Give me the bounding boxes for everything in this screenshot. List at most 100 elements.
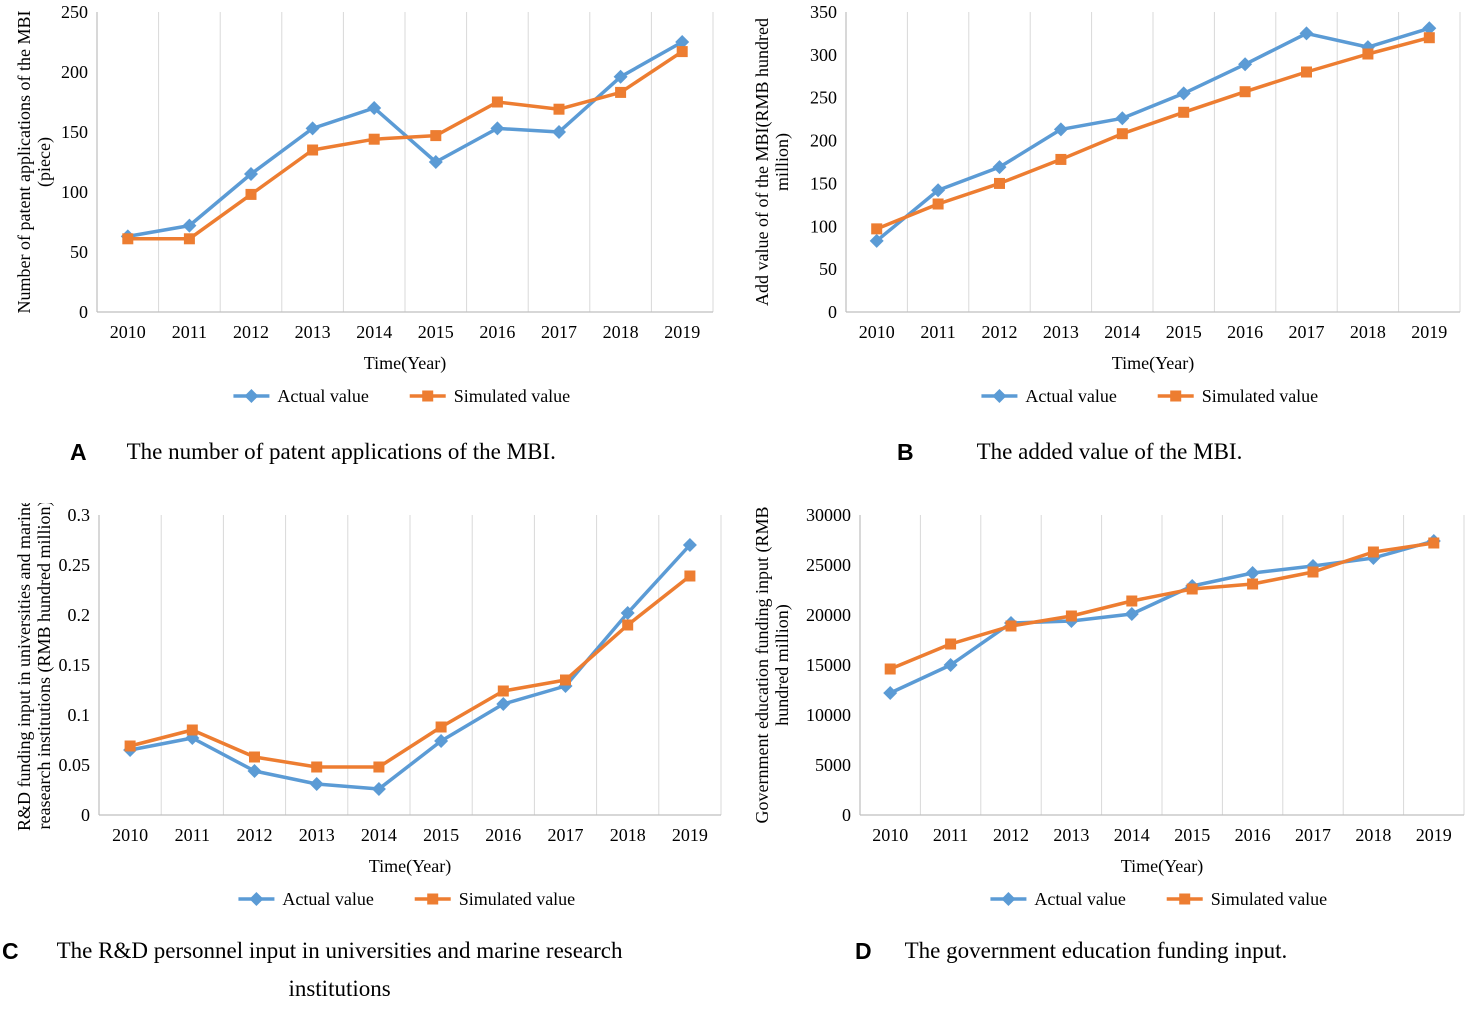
x-tick-label: 2017 — [548, 825, 584, 845]
legend-label: Actual value — [1025, 386, 1116, 406]
panel-b: 0 50 100 150 200 250 300 350 2010 2011 2012 2013 201… — [738, 0, 1476, 503]
x-tick-label: 2016 — [1235, 825, 1271, 845]
marker-square — [1301, 66, 1312, 78]
x-tick-label: 2019 — [1416, 825, 1452, 845]
marker-square — [676, 46, 688, 58]
y-tick-label: 0 — [79, 302, 88, 322]
marker-square — [615, 86, 627, 98]
x-tick-label: 2014 — [361, 825, 397, 845]
series-line — [127, 50, 684, 241]
marker-square — [994, 177, 1005, 189]
marker-diamond — [943, 658, 958, 672]
marker-diamond — [1176, 86, 1191, 101]
series-line — [876, 36, 1430, 231]
series-simulated — [124, 570, 696, 773]
x-tick-label: 2016 — [485, 825, 521, 845]
y-tick-label: 50 — [819, 259, 837, 279]
x-tick-label: 2013 — [1053, 825, 1089, 845]
legend-label: Actual value — [277, 386, 368, 406]
caption-c-letter: C — [2, 938, 19, 964]
marker-square — [427, 893, 439, 905]
marker-diamond — [244, 167, 258, 181]
y-tick-label: 0.05 — [59, 755, 91, 775]
marker-square — [373, 761, 385, 773]
x-tick-label: 2012 — [993, 825, 1029, 845]
x-tick-labels: 2010 2011 2012 2013 2014 2015 2016 2017 2018 2019 — [859, 322, 1448, 342]
series-simulated — [122, 46, 688, 245]
legend: Actual value Simulated value — [233, 386, 570, 406]
marker-square — [124, 740, 136, 752]
marker-square — [871, 223, 883, 235]
series-line — [129, 543, 692, 791]
marker-diamond — [931, 183, 946, 198]
series-line — [129, 574, 691, 769]
panel-c: 0 0.05 0.1 0.15 0.2 0.25 0.3 2010 2011 2012 2013 20… — [0, 503, 738, 1011]
marker-square — [1362, 48, 1374, 60]
marker-square — [307, 144, 319, 156]
marker-square — [1179, 893, 1191, 905]
marker-square — [1126, 595, 1138, 607]
x-tick-label: 2010 — [872, 825, 908, 845]
y-tick-label: 0.25 — [59, 555, 91, 575]
legend-label: Actual value — [1034, 889, 1125, 909]
y-tick-label: 10000 — [806, 705, 851, 725]
caption-b: B The added value of the MBI. — [738, 412, 1476, 503]
marker-square — [884, 663, 896, 675]
marker-square — [1178, 106, 1190, 118]
y-tick-label: 150 — [61, 122, 88, 142]
y-tick-label: 250 — [61, 2, 88, 22]
x-tick-label: 2016 — [479, 322, 515, 342]
gridlines — [160, 515, 722, 815]
legend-label: Simulated value — [1211, 889, 1327, 909]
marker-square — [553, 103, 565, 115]
marker-square — [435, 721, 447, 733]
marker-diamond — [1245, 566, 1260, 580]
marker-square — [1005, 620, 1017, 632]
marker-square — [1055, 153, 1067, 165]
marker-square — [497, 685, 509, 697]
y-tick-label: 0.3 — [68, 505, 91, 525]
y-tick-label: 5000 — [815, 755, 851, 775]
marker-square — [491, 96, 503, 108]
marker-diamond — [371, 782, 386, 796]
marker-square — [249, 751, 260, 763]
marker-square — [422, 390, 434, 402]
marker-square — [1367, 546, 1379, 558]
caption-d-letter: D — [855, 938, 872, 964]
marker-diamond — [1422, 21, 1437, 36]
caption-line: The R&D personnel input in universities … — [56, 938, 623, 963]
panel-d: 0 5000 10000 15000 20000 25000 30000 2010 2011 20… — [738, 503, 1476, 1011]
x-tick-label: 2011 — [933, 825, 968, 845]
legend: Actual value Simulated value — [990, 889, 1327, 909]
x-tick-label: 2010 — [112, 825, 148, 845]
x-tick-label: 2011 — [175, 825, 210, 845]
x-tick-label: 2015 — [418, 322, 454, 342]
axes — [96, 12, 713, 313]
gridlines — [158, 12, 714, 312]
y-tick-label: 0 — [828, 302, 837, 322]
marker-square — [684, 570, 696, 582]
x-axis-title: Time(Year) — [1112, 353, 1195, 374]
marker-diamond — [490, 121, 505, 136]
gridlines — [919, 515, 1465, 815]
y-tick-label: 15000 — [806, 655, 851, 675]
marker-square — [1186, 583, 1198, 595]
x-tick-label: 2015 — [1166, 322, 1202, 342]
caption-a-letter: A — [70, 439, 87, 465]
caption-c-text: The R&D personnel input in universities … — [57, 937, 623, 1004]
marker-diamond — [883, 686, 898, 700]
series-simulated — [871, 32, 1435, 235]
legend: Actual value Simulated value — [981, 386, 1318, 406]
x-tick-label: 2018 — [1355, 825, 1391, 845]
series-simulated — [884, 537, 1440, 675]
x-axis-title: Time(Year) — [369, 856, 452, 877]
y-axis-title: (piece) — [34, 137, 55, 187]
marker-square — [122, 233, 134, 245]
y-tick-label: 20000 — [806, 605, 851, 625]
y-axis-title: Add value of of the MBI(RMB hundred — [752, 18, 773, 306]
y-tick-label: 200 — [61, 62, 88, 82]
x-tick-label: 2012 — [237, 825, 273, 845]
y-tick-label: 250 — [810, 88, 837, 108]
x-tick-label: 2018 — [603, 322, 639, 342]
